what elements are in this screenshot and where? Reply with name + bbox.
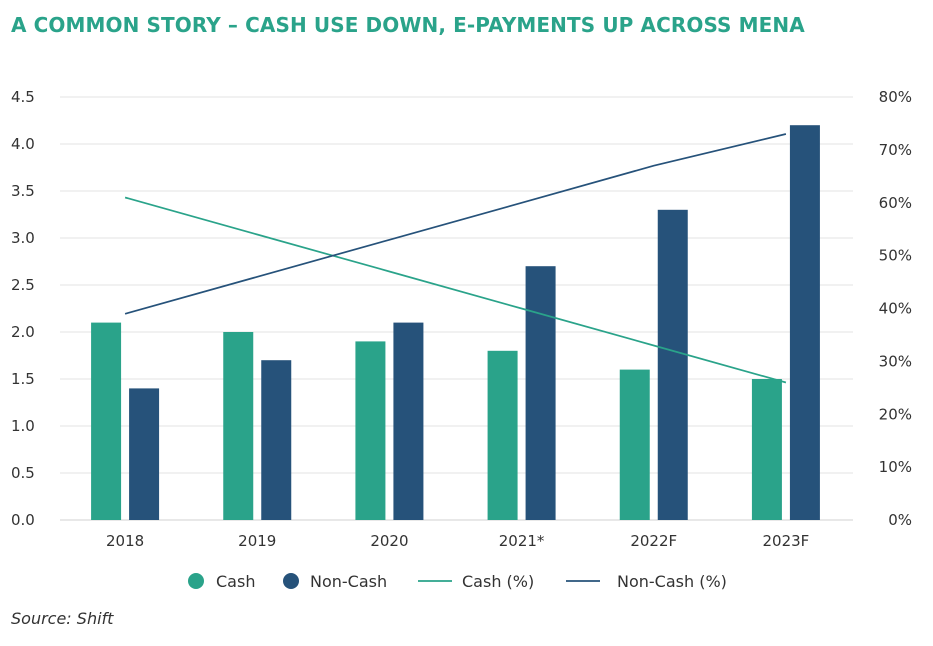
y-tick-label: 0.0 xyxy=(11,511,35,529)
x-axis: 2018 2019 2020 2021* 2022F 2023F xyxy=(106,532,809,550)
bar-cash-2020 xyxy=(355,341,386,520)
y-tick-label: 3.0 xyxy=(11,229,35,247)
legend-label-noncash-pct: Non-Cash (%) xyxy=(617,572,727,591)
chart-title: A COMMON STORY – CASH USE DOWN, E-PAYMEN… xyxy=(11,13,805,37)
bar-non-cash-2018 xyxy=(129,388,160,520)
bar-non-cash-2023F xyxy=(789,125,820,520)
y-tick-label: 0.5 xyxy=(11,464,35,482)
y2-tick-label: 70% xyxy=(879,141,912,159)
y-tick-label: 1.5 xyxy=(11,370,35,388)
x-tick-label: 2019 xyxy=(238,532,276,550)
x-tick-label: 2023F xyxy=(763,532,810,550)
lines xyxy=(124,133,787,384)
bars xyxy=(91,125,820,521)
bar-non-cash-2022F xyxy=(657,209,688,521)
source-note: Source: Shift xyxy=(11,609,114,628)
y-tick-label: 1.0 xyxy=(11,417,35,435)
y-tick-label: 2.5 xyxy=(11,276,35,294)
grid-lines xyxy=(60,96,853,521)
bar-non-cash-2020 xyxy=(393,322,424,520)
x-tick-label: 2020 xyxy=(370,532,408,550)
line-cash xyxy=(124,196,787,384)
legend-marker-cash xyxy=(188,573,204,589)
bar-cash-2018 xyxy=(91,322,122,520)
y2-tick-label: 50% xyxy=(879,247,912,265)
y2-tick-label: 60% xyxy=(879,194,912,212)
bar-cash-2019 xyxy=(223,332,254,520)
x-tick-label: 2021* xyxy=(499,532,545,550)
y-tick-label: 4.5 xyxy=(11,88,35,106)
bar-cash-2021 xyxy=(487,350,518,520)
y-tick-label: 2.0 xyxy=(11,323,35,341)
y2-tick-label: 0% xyxy=(888,511,912,529)
legend: Cash Non-Cash Cash (%) Non-Cash (%) xyxy=(188,572,727,591)
legend-label-cash: Cash xyxy=(216,572,255,591)
y2-tick-label: 80% xyxy=(879,88,912,106)
y-axis-left: 0.0 0.5 1.0 1.5 2.0 2.5 3.0 3.5 4.0 4.5 xyxy=(11,88,35,529)
y2-tick-label: 30% xyxy=(879,352,912,370)
chart: 0.0 0.5 1.0 1.5 2.0 2.5 3.0 3.5 4.0 4.5 0% 10% 20% 3… xyxy=(11,88,912,591)
bar-cash-2022F xyxy=(619,369,650,520)
bar-cash-2023F xyxy=(751,379,782,520)
line-non-cash xyxy=(124,133,787,315)
legend-label-cash-pct: Cash (%) xyxy=(462,572,534,591)
bar-non-cash-2021 xyxy=(525,266,556,520)
legend-label-noncash: Non-Cash xyxy=(310,572,387,591)
y2-tick-label: 10% xyxy=(879,458,912,476)
x-tick-label: 2018 xyxy=(106,532,144,550)
y-tick-label: 3.5 xyxy=(11,182,35,200)
y-tick-label: 4.0 xyxy=(11,135,35,153)
y2-tick-label: 40% xyxy=(879,300,912,318)
y-axis-right: 0% 10% 20% 30% 40% 50% 60% 70% 80% xyxy=(879,88,912,529)
x-tick-label: 2022F xyxy=(630,532,677,550)
legend-marker-noncash xyxy=(283,573,299,589)
y2-tick-label: 20% xyxy=(879,405,912,423)
bar-non-cash-2019 xyxy=(261,360,292,520)
